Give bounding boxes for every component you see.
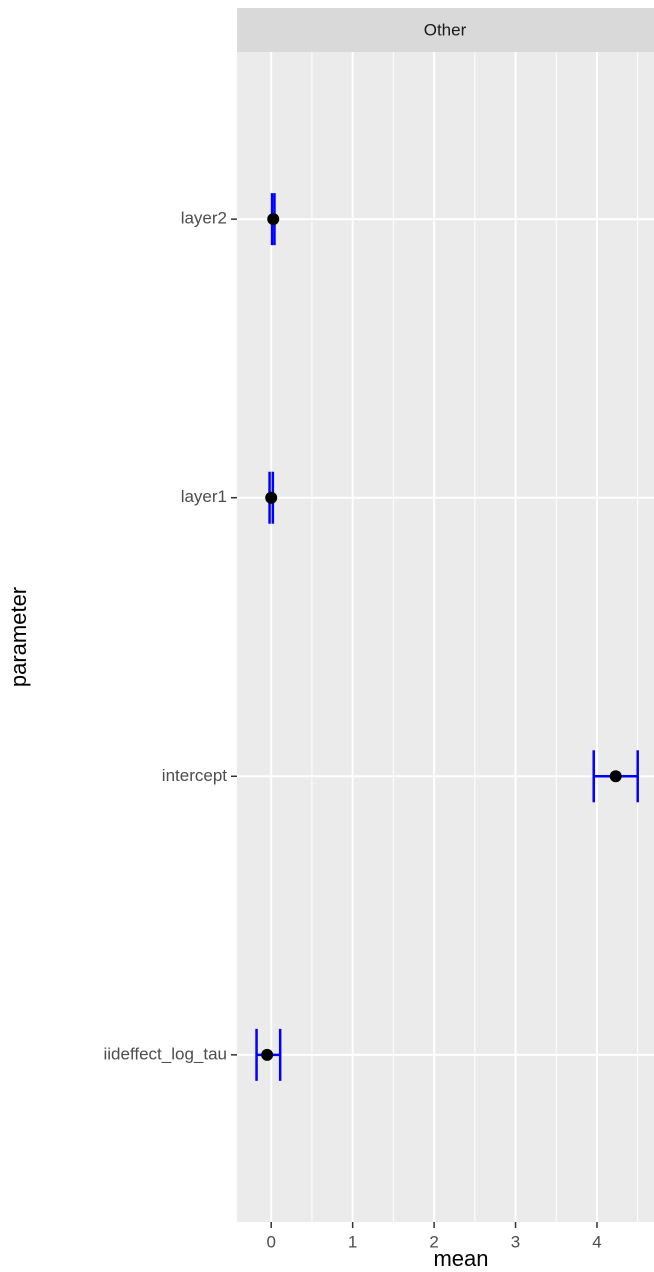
point (267, 213, 280, 226)
y-tick-label: intercept (162, 766, 227, 785)
y-tick-label: iideffect_log_tau (103, 1044, 227, 1063)
y-axis-title: parameter (6, 587, 31, 687)
y-tick-label: layer1 (181, 487, 227, 506)
x-tick-label: 3 (511, 1232, 520, 1251)
y-tick-label: layer2 (181, 209, 227, 228)
strip-label: Other (424, 20, 467, 39)
x-tick-label: 2 (429, 1232, 438, 1251)
x-tick-label: 1 (348, 1232, 357, 1251)
point (261, 1048, 274, 1061)
strip (237, 8, 654, 52)
point (265, 491, 278, 504)
x-tick-label: 0 (266, 1232, 275, 1251)
panel (237, 52, 654, 1222)
x-axis-title: mean (433, 1246, 488, 1271)
x-tick-label: 4 (592, 1232, 601, 1251)
point (609, 770, 622, 783)
